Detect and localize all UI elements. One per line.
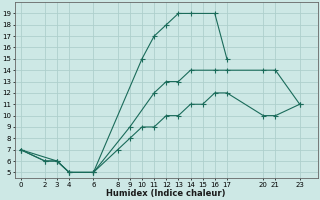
X-axis label: Humidex (Indice chaleur): Humidex (Indice chaleur) xyxy=(107,189,226,198)
